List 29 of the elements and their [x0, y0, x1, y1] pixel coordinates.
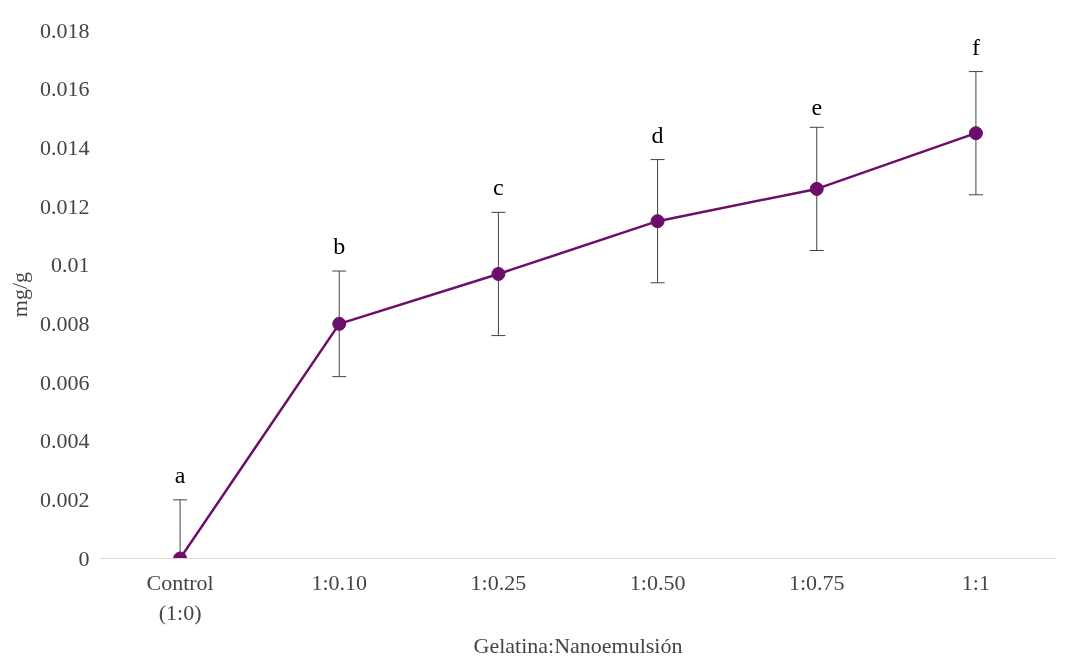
- annotation: a: [174, 461, 186, 488]
- x-tick-label: Control (1:0): [146, 569, 214, 625]
- point: [809, 181, 824, 196]
- y-tick-label: 0.002: [40, 486, 90, 512]
- y-tick-label: 0.004: [40, 428, 90, 454]
- annotation: d: [651, 121, 664, 148]
- y-tick-label: 0.01: [51, 252, 90, 278]
- x-tick-label: 1:0.50: [629, 569, 686, 595]
- annotation: f: [971, 33, 980, 60]
- annotation: b: [333, 233, 346, 260]
- annotation: c: [493, 174, 504, 201]
- y-tick-label: 0.006: [40, 369, 90, 395]
- point: [332, 316, 347, 331]
- annotation: e: [811, 94, 823, 121]
- point: [491, 266, 506, 281]
- y-tick-label: 0.008: [40, 310, 90, 336]
- point: [968, 126, 983, 141]
- y-tick-label: 0: [78, 545, 90, 571]
- y-tick-label: 0.014: [40, 134, 90, 160]
- point: [650, 214, 665, 229]
- y-tick-label: 0.016: [40, 76, 90, 102]
- x-axis-title: Gelatina:Nanoemulsión: [473, 632, 683, 658]
- x-tick-label: 1:1: [961, 569, 990, 595]
- y-axis-title: mg/g: [7, 271, 32, 318]
- x-tick-label: 1:0.25: [470, 569, 527, 595]
- x-tick-label: 1:0.75: [788, 569, 845, 595]
- y-tick-label: 0.018: [40, 17, 90, 43]
- y-tick-label: 0.012: [40, 193, 90, 219]
- x-tick-label: 1:0.10: [311, 569, 368, 595]
